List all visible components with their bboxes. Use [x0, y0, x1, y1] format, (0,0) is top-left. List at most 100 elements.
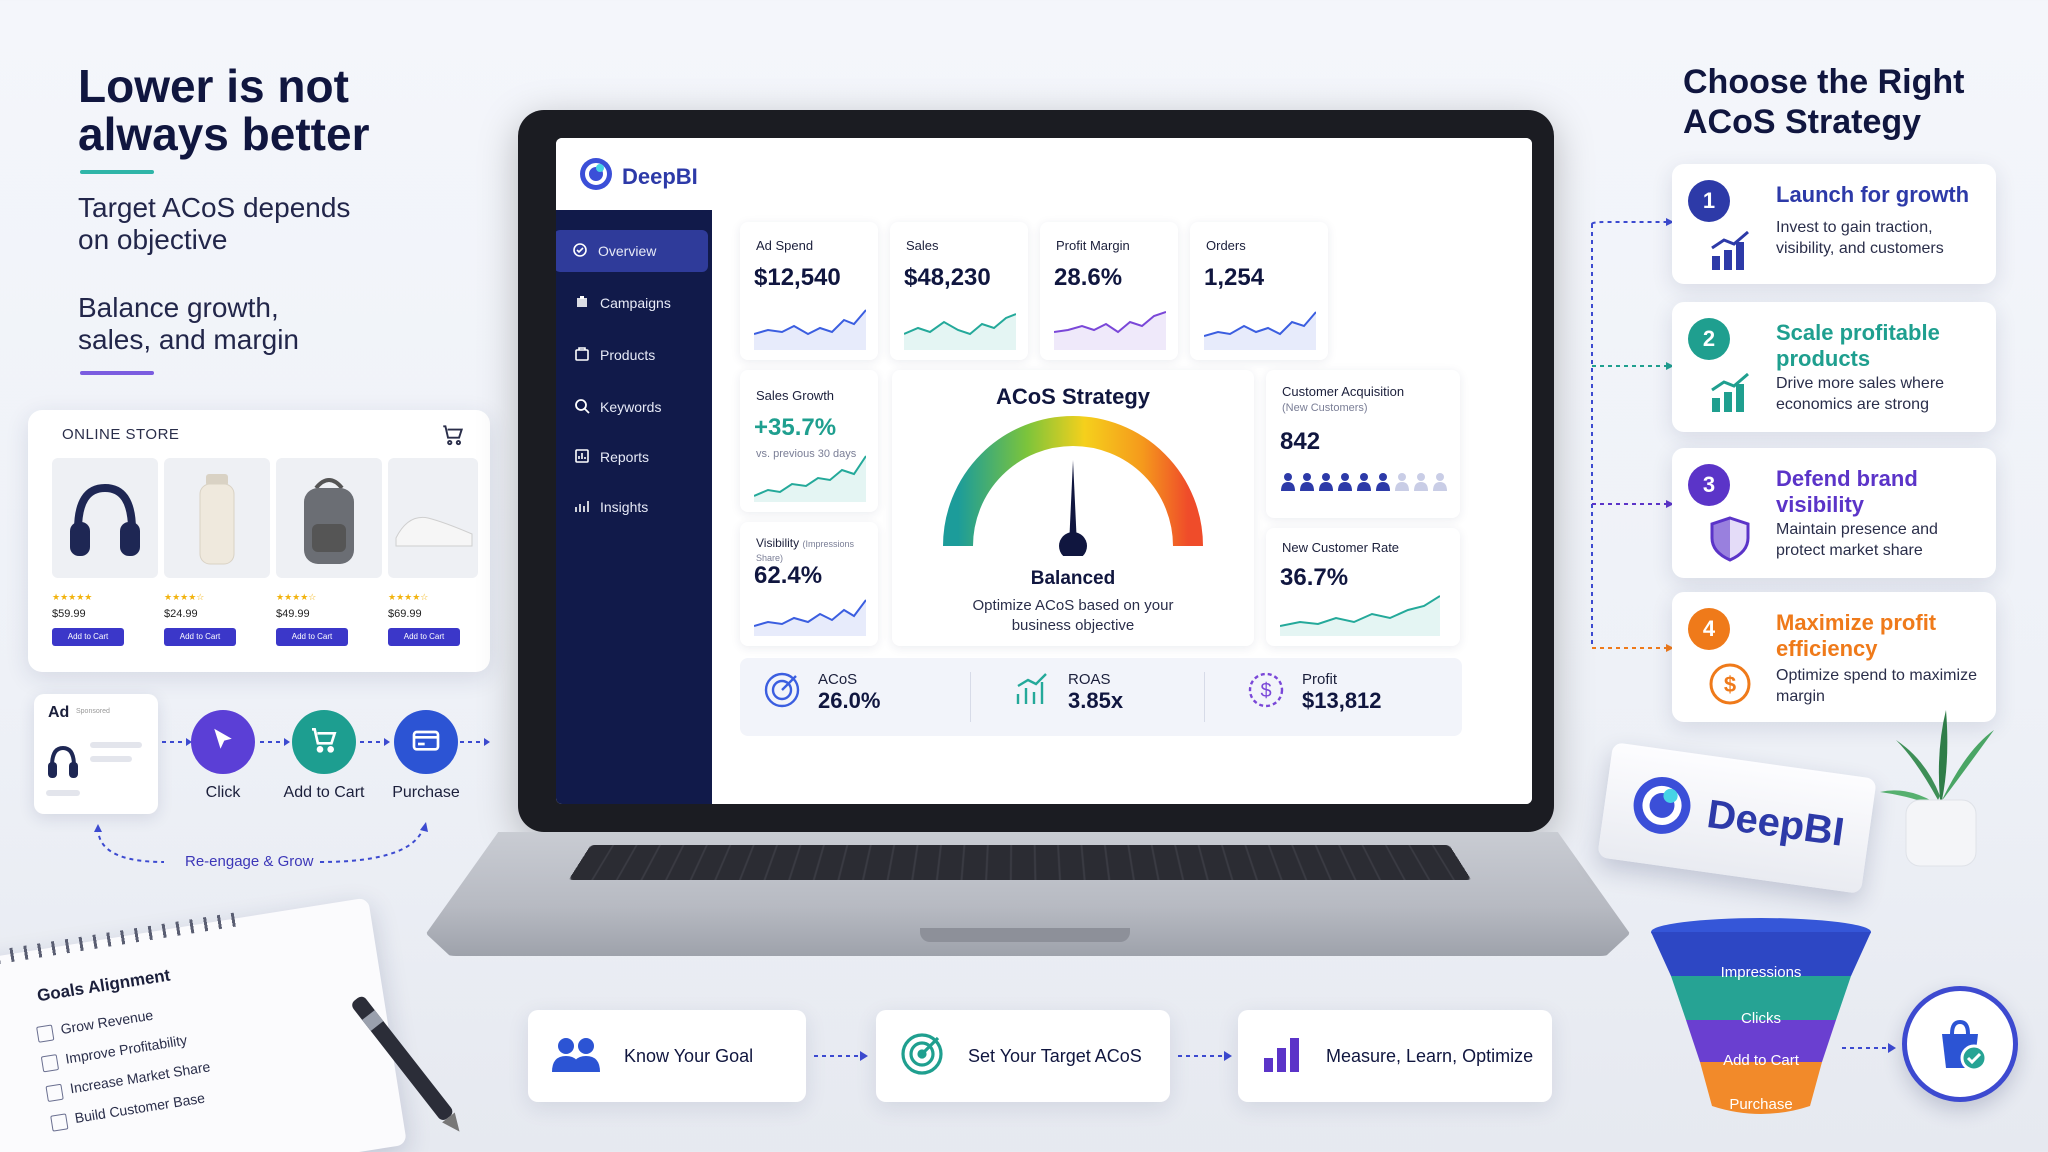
visibility-card[interactable]: Visibility (Impressions Share) 62.4% — [740, 522, 878, 646]
growth-chart-icon — [1012, 670, 1052, 715]
new-customer-rate-card[interactable]: New Customer Rate 36.7% — [1266, 528, 1460, 646]
credit-card-icon — [410, 724, 442, 761]
step-measure[interactable]: Measure, Learn, Optimize — [1238, 1010, 1552, 1102]
add-to-cart-button[interactable]: Add to Cart — [388, 628, 460, 646]
nav-reports[interactable]: Reports — [556, 436, 704, 478]
shield-icon — [1708, 514, 1752, 567]
funnel-arrow — [1840, 1040, 1900, 1056]
strategy-card-title: Maximize profit efficiency — [1776, 610, 1986, 662]
checkbox-icon[interactable] — [45, 1084, 63, 1102]
strategy-card-defend[interactable]: 3 Defend brand visibility Maintain prese… — [1672, 448, 1996, 578]
metric-card-ad-spend[interactable]: Ad Spend $12,540 — [740, 222, 878, 360]
strategy-card-scale[interactable]: 2 Scale profitable products Drive more s… — [1672, 302, 1996, 432]
customer-acquisition-label: Customer Acquisition — [1282, 384, 1404, 399]
headline: Lower is not always better — [78, 62, 418, 159]
new-customer-rate-value: 36.7% — [1280, 564, 1348, 592]
app-sidebar: Overview Campaigns Products Keywords Rep… — [556, 210, 712, 804]
person-icon — [1318, 472, 1334, 492]
person-icon — [1280, 472, 1296, 492]
shopping-cart-icon[interactable] — [440, 422, 466, 453]
sparkline — [754, 592, 866, 636]
overview-icon — [572, 242, 588, 261]
person-icon — [1394, 472, 1410, 492]
purchase-step-circle[interactable] — [394, 710, 458, 774]
add-to-cart-step-circle[interactable] — [292, 710, 356, 774]
visibility-value: 62.4% — [754, 562, 822, 590]
acos-strategy-title: ACoS Strategy — [892, 384, 1254, 410]
metric-value: 28.6% — [1054, 264, 1122, 292]
plant-icon — [1876, 700, 2006, 870]
reports-icon — [574, 448, 590, 467]
metric-card-orders[interactable]: Orders 1,254 — [1190, 222, 1328, 360]
nav-keywords[interactable]: Keywords — [556, 386, 704, 428]
strategy-card-launch[interactable]: 1 Launch for growth Invest to gain tract… — [1672, 164, 1996, 284]
sparkline — [1204, 304, 1316, 350]
nav-campaigns[interactable]: Campaigns — [556, 282, 704, 324]
nav-insights[interactable]: Insights — [556, 486, 704, 528]
kpi-label: ACoS — [818, 671, 880, 688]
acos-state: Balanced — [892, 568, 1254, 590]
acos-gauge — [938, 416, 1208, 556]
search-icon — [574, 398, 590, 417]
headphones-icon — [46, 742, 80, 787]
checkbox-icon[interactable] — [41, 1054, 59, 1072]
sales-growth-value: +35.7% — [754, 414, 836, 442]
metric-card-profit-margin[interactable]: Profit Margin 28.6% — [1040, 222, 1178, 360]
subheadline-balance: Balance growth, sales, and margin — [78, 292, 358, 356]
kpi-roas[interactable]: ROAS 3.85x — [1012, 670, 1123, 715]
sales-growth-card[interactable]: Sales Growth +35.7% vs. previous 30 days — [740, 370, 878, 512]
step-set-target[interactable]: Set Your Target ACoS — [876, 1010, 1170, 1102]
metric-value: 1,254 — [1204, 264, 1264, 292]
customer-acquisition-sub: (New Customers) — [1282, 402, 1368, 414]
strategy-number: 3 — [1688, 464, 1730, 506]
strategy-card-title: Defend brand visibility — [1776, 466, 1986, 518]
sponsored-ad-card[interactable]: Ad Sponsored — [34, 694, 158, 814]
ad-label: Ad — [48, 704, 69, 722]
add-to-cart-button[interactable]: Add to Cart — [52, 628, 124, 646]
metric-card-sales[interactable]: Sales $48,230 — [890, 222, 1028, 360]
product-card[interactable]: ★★★★☆ $49.99 Add to Cart — [276, 458, 382, 666]
add-to-cart-button[interactable]: Add to Cart — [276, 628, 348, 646]
kpi-value: $13,812 — [1302, 688, 1382, 714]
strategy-card-desc: Maintain presence and protect market sha… — [1776, 520, 1986, 562]
headphones-image — [52, 458, 158, 578]
nav-products[interactable]: Products — [556, 334, 704, 376]
checkbox-icon[interactable] — [36, 1024, 54, 1042]
cursor-icon — [208, 725, 238, 760]
funnel-clicks: Clicks — [1648, 1010, 1874, 1027]
product-card[interactable]: ★★★★★ $59.99 Add to Cart — [52, 458, 158, 666]
click-step-circle[interactable] — [191, 710, 255, 774]
acos-strategy-card[interactable]: ACoS Strategy Balanced Optimize ACoS bas… — [892, 370, 1254, 646]
metric-label: Ad Spend — [756, 238, 813, 253]
app-brand-name: DeepBI — [622, 164, 698, 190]
dollar-icon: $ — [1246, 670, 1286, 715]
target-icon — [762, 670, 802, 715]
rating-stars-icon: ★★★★☆ — [164, 592, 270, 602]
product-card[interactable]: ★★★★☆ $24.99 Add to Cart — [164, 458, 270, 666]
conversion-funnel: Impressions Clicks Add to Cart Purchase — [1648, 916, 1874, 1134]
kpi-acos[interactable]: ACoS 26.0% — [762, 670, 880, 715]
sparkline — [754, 304, 866, 350]
goal-item: Build Customer Base — [74, 1090, 206, 1126]
kpi-profit[interactable]: $ Profit $13,812 — [1246, 670, 1382, 715]
metric-label: Sales — [906, 238, 939, 253]
customer-acquisition-card[interactable]: Customer Acquisition (New Customers) 842 — [1266, 370, 1460, 518]
app-brand[interactable]: DeepBI — [578, 156, 698, 197]
nav-overview[interactable]: Overview — [556, 230, 708, 272]
checkbox-icon[interactable] — [50, 1113, 68, 1131]
product-card[interactable]: ★★★★☆ $69.99 Add to Cart — [388, 458, 478, 666]
kpi-value: 26.0% — [818, 688, 880, 714]
add-to-cart-button[interactable]: Add to Cart — [164, 628, 236, 646]
person-icon — [1299, 472, 1315, 492]
step-know-goal[interactable]: Know Your Goal — [528, 1010, 806, 1102]
metric-value: $48,230 — [904, 264, 991, 292]
strategy-number: 4 — [1688, 608, 1730, 650]
laptop-keyboard — [569, 845, 1472, 880]
dashboard-screen: DeepBI Overview Campaigns Products Keywo… — [556, 138, 1532, 804]
sales-growth-label: Sales Growth — [756, 388, 834, 403]
cart-icon — [308, 724, 340, 761]
strategy-card-desc: Invest to gain traction, visibility, and… — [1776, 218, 1986, 260]
metric-label: Profit Margin — [1056, 238, 1130, 253]
nav-label: Keywords — [600, 399, 661, 415]
nav-label: Campaigns — [600, 295, 671, 311]
